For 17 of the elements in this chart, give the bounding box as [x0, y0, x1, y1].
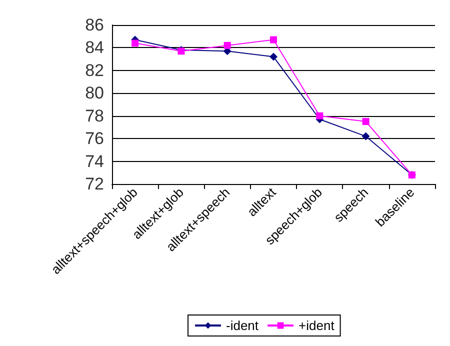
legend-label: +ident	[298, 318, 335, 333]
y-tick-label: 86	[85, 16, 104, 34]
y-tick-label: 82	[85, 60, 104, 80]
y-tick-label: 72	[85, 174, 104, 194]
y-tick-label: 78	[85, 106, 104, 126]
point	[224, 42, 231, 49]
point	[316, 112, 324, 120]
y-tick-label: 76	[85, 129, 104, 148]
y-tick-label: 74	[85, 152, 104, 171]
point	[132, 40, 139, 47]
point	[270, 52, 278, 61]
point	[270, 36, 277, 44]
y-tick-label: 84	[85, 38, 104, 58]
point	[362, 118, 370, 126]
legend-label: -ident	[226, 318, 259, 333]
point	[362, 132, 370, 140]
y-tick-label: 80	[85, 84, 104, 103]
